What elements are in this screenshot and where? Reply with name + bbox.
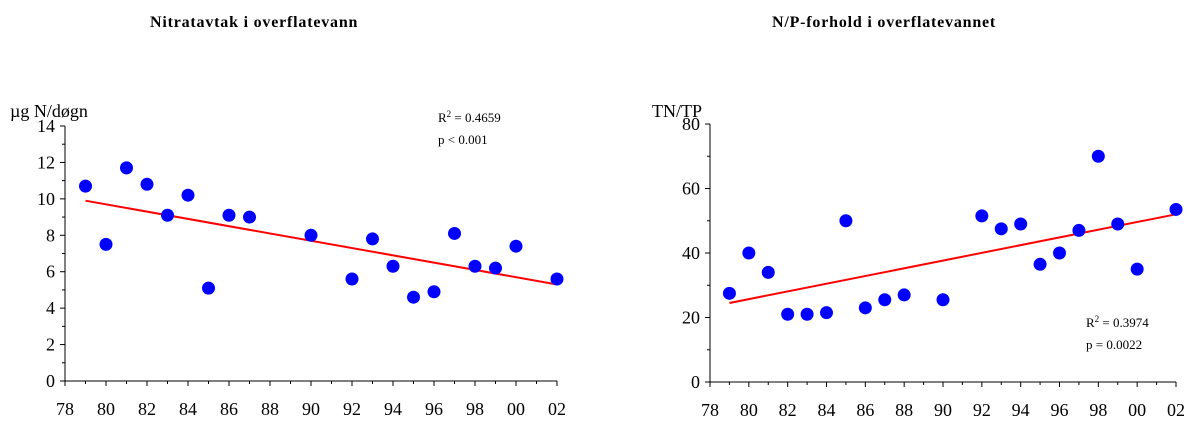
chart-2-x-tick-label: 88: [895, 400, 913, 420]
chart-2-data-point: [820, 306, 833, 320]
chart-1-y-tick-label: 10: [37, 189, 55, 209]
chart-2-data-point: [897, 288, 911, 302]
chart-1-x-tick-label: 98: [466, 399, 484, 419]
chart-1-y-tick-label: 4: [46, 298, 55, 318]
chart-2-x-tick-label: 82: [779, 400, 797, 420]
chart-2-p-value: p = 0.0022: [1086, 337, 1143, 352]
chart-1-data-point: [550, 272, 564, 286]
chart-2-data-point: [839, 214, 853, 228]
chart-2-x-tick-label: 78: [701, 400, 719, 420]
chart-1-data-point: [79, 179, 92, 193]
chart-1-x-tick-label: 96: [425, 399, 443, 419]
chart-1-x-tick-label: 00: [507, 399, 525, 419]
chart-2-data-point: [936, 293, 950, 307]
chart-1-data-point: [509, 239, 523, 253]
chart-2-y-tick-label: 80: [682, 114, 700, 134]
chart-2-data-point: [1091, 149, 1105, 163]
chart-1-stats: R2 = 0.4659 p < 0.001: [438, 103, 501, 151]
chart-1-data-point: [407, 290, 420, 304]
chart-1-data-point: [243, 210, 256, 224]
chart-2-x-tick-label: 00: [1128, 400, 1146, 420]
chart-2-data-point: [1053, 246, 1066, 260]
chart-1-p-value: p < 0.001: [438, 132, 488, 147]
chart-1-x-tick-label: 78: [56, 399, 74, 419]
chart-2-data-point: [1014, 217, 1028, 231]
chart-2-data-point: [781, 307, 795, 321]
chart-1-data-point: [345, 272, 359, 286]
chart-2-y-axis-label: TN/TP: [652, 101, 703, 121]
chart-1-data-point: [427, 285, 441, 299]
chart-2-data-point: [994, 222, 1008, 236]
chart-2-y-tick-label: 40: [682, 243, 700, 263]
chart-2-x-tick-label: 98: [1089, 400, 1107, 420]
chart-1-x-tick-label: 90: [302, 399, 320, 419]
chart-2-x-tick-label: 84: [818, 400, 836, 420]
chart-2-x-tick-label: 90: [934, 400, 952, 420]
chart-2-x-tick-label: 02: [1167, 400, 1185, 420]
chart-2-x-tick-label: 96: [1051, 400, 1069, 420]
chart-1-x-tick-label: 94: [384, 399, 402, 419]
chart-1-y-tick-label: 8: [46, 225, 55, 245]
chart-2-title: N/P-forhold i overflatevannet: [772, 14, 997, 31]
chart-2-data-point: [1072, 223, 1086, 237]
chart-1-r-squared: R2 = 0.4659: [438, 109, 501, 125]
chart-1-x-tick-label: 86: [220, 399, 238, 419]
chart-2-y-tick-label: 20: [682, 308, 700, 328]
chart-2-stats: R2 = 0.3974 p = 0.0022: [1086, 308, 1149, 356]
chart-1-data-point: [181, 188, 195, 202]
chart-1-x-tick-label: 82: [138, 399, 156, 419]
chart-1-y-tick-label: 0: [46, 371, 55, 391]
chart-1-data-point: [120, 161, 133, 175]
chart-2-x-tick-label: 94: [1012, 400, 1030, 420]
chart-2-data-point: [1111, 217, 1125, 231]
chart-1-x-tick-label: 02: [548, 399, 566, 419]
chart-1-data-point: [161, 208, 174, 222]
chart-1-data-point: [99, 237, 113, 251]
chart-1-data-point: [386, 259, 400, 273]
chart-2-x-tick-label: 86: [856, 400, 874, 420]
chart-2-y-tick-label: 0: [691, 372, 700, 392]
chart-2-trendline: [729, 213, 1177, 304]
chart-1-x-tick-label: 80: [97, 399, 115, 419]
chart-1-y-tick-label: 6: [46, 262, 55, 282]
chart-1-data-point: [202, 281, 215, 295]
chart-1-data-point: [468, 259, 482, 273]
chart-2-data-point: [1169, 202, 1183, 216]
chart-2-x-tick-label: 80: [740, 400, 758, 420]
chart-2-data-point: [800, 307, 814, 321]
chart-1-y-tick-label: 14: [37, 116, 55, 136]
chart-1-x-tick-label: 84: [179, 399, 197, 419]
chart-2-data-point: [878, 293, 892, 307]
chart-1-x-tick-label: 92: [343, 399, 361, 419]
chart-1-y-axis-label: µg N/døgn: [10, 101, 88, 121]
chart-1-data-point: [222, 208, 236, 222]
chart-1-title: Nitratavtak i overflatevann: [150, 14, 359, 31]
chart-2-data-point: [1033, 257, 1047, 271]
chart-1-x-tick-label: 88: [261, 399, 279, 419]
chart-2-data-point: [761, 265, 775, 279]
chart-2-x-tick-label: 92: [973, 400, 991, 420]
chart-1-y-tick-label: 2: [46, 335, 55, 355]
chart-2-data-point: [975, 209, 989, 223]
chart-1-data-point: [304, 228, 318, 242]
chart-2-data-point: [858, 301, 872, 315]
chart-1-data-point: [448, 226, 461, 240]
chart-2-data-point: [1130, 262, 1144, 276]
chart-1-data-point: [140, 177, 154, 191]
chart-1-y-tick-label: 12: [37, 152, 55, 172]
chart-2-data-point: [722, 286, 736, 300]
chart-2-data-point: [742, 246, 756, 260]
chart-2-r-squared: R2 = 0.3974: [1086, 314, 1149, 330]
chart-2-y-tick-label: 60: [682, 179, 700, 199]
chart-1-data-point: [366, 232, 379, 246]
chart-1-data-point: [489, 261, 502, 275]
